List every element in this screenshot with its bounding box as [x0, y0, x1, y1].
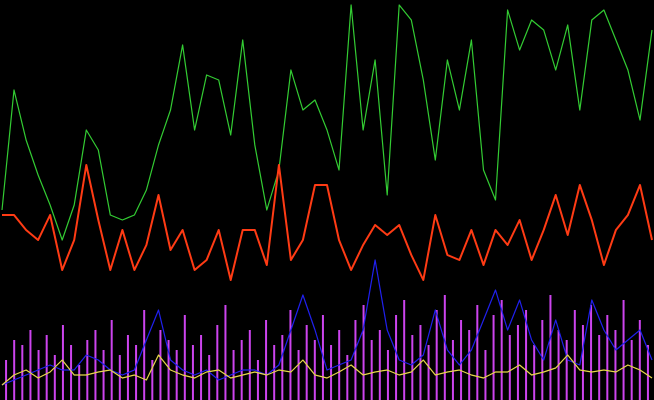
- spike: [86, 340, 89, 400]
- line-layer: [1, 4, 653, 386]
- spike: [232, 350, 235, 400]
- spike: [191, 345, 194, 400]
- spike: [476, 305, 479, 400]
- spike: [386, 350, 389, 400]
- spike: [159, 330, 162, 400]
- spike: [200, 335, 203, 400]
- spike: [297, 350, 300, 400]
- spike: [216, 325, 219, 400]
- spike: [289, 310, 292, 400]
- spike: [305, 325, 308, 400]
- spike: [646, 345, 649, 400]
- spike: [411, 335, 414, 400]
- spike: [492, 315, 495, 400]
- spike: [346, 355, 349, 400]
- spike: [29, 330, 32, 400]
- spike: [183, 315, 186, 400]
- spike: [37, 350, 40, 400]
- spike: [468, 330, 471, 400]
- spike: [565, 340, 568, 400]
- spike: [167, 340, 170, 400]
- spike: [330, 345, 333, 400]
- spike: [370, 340, 373, 400]
- spike: [21, 345, 24, 400]
- spike: [78, 365, 81, 400]
- spike: [508, 335, 511, 400]
- spike: [175, 350, 178, 400]
- spike: [208, 355, 211, 400]
- spike: [13, 340, 16, 400]
- spike: [45, 335, 48, 400]
- spike: [581, 325, 584, 400]
- spike: [378, 330, 381, 400]
- spike: [395, 315, 398, 400]
- spike: [265, 320, 268, 400]
- series-line: [1, 354, 653, 386]
- spike: [590, 305, 593, 400]
- spike: [281, 335, 284, 400]
- spike: [549, 295, 552, 400]
- spike: [622, 300, 625, 400]
- spike: [126, 335, 129, 400]
- spike: [362, 305, 365, 400]
- series-line: [1, 4, 653, 241]
- spike: [313, 340, 316, 400]
- spike: [451, 340, 454, 400]
- spike: [403, 300, 406, 400]
- spike: [102, 350, 105, 400]
- spike: [224, 305, 227, 400]
- spike: [484, 350, 487, 400]
- spike: [443, 295, 446, 400]
- spike: [53, 355, 56, 400]
- spike: [630, 340, 633, 400]
- spike: [541, 320, 544, 400]
- spike: [638, 320, 641, 400]
- spike: [533, 345, 536, 400]
- spike: [61, 325, 64, 400]
- spike: [135, 345, 138, 400]
- spike: [110, 320, 113, 400]
- spike: [248, 330, 251, 400]
- spike: [460, 320, 463, 400]
- spike: [354, 320, 357, 400]
- spike: [500, 300, 503, 400]
- spike: [70, 345, 73, 400]
- spike: [525, 310, 528, 400]
- spike: [516, 325, 519, 400]
- spike: [606, 315, 609, 400]
- spike: [151, 360, 154, 400]
- spike: [427, 345, 430, 400]
- series-line: [2, 164, 653, 281]
- spike: [5, 360, 8, 400]
- spike: [256, 360, 259, 400]
- spike: [614, 330, 617, 400]
- spike: [118, 355, 121, 400]
- spike: [143, 310, 146, 400]
- spike: [435, 310, 438, 400]
- spike: [573, 310, 576, 400]
- spike: [598, 335, 601, 400]
- spike: [94, 330, 97, 400]
